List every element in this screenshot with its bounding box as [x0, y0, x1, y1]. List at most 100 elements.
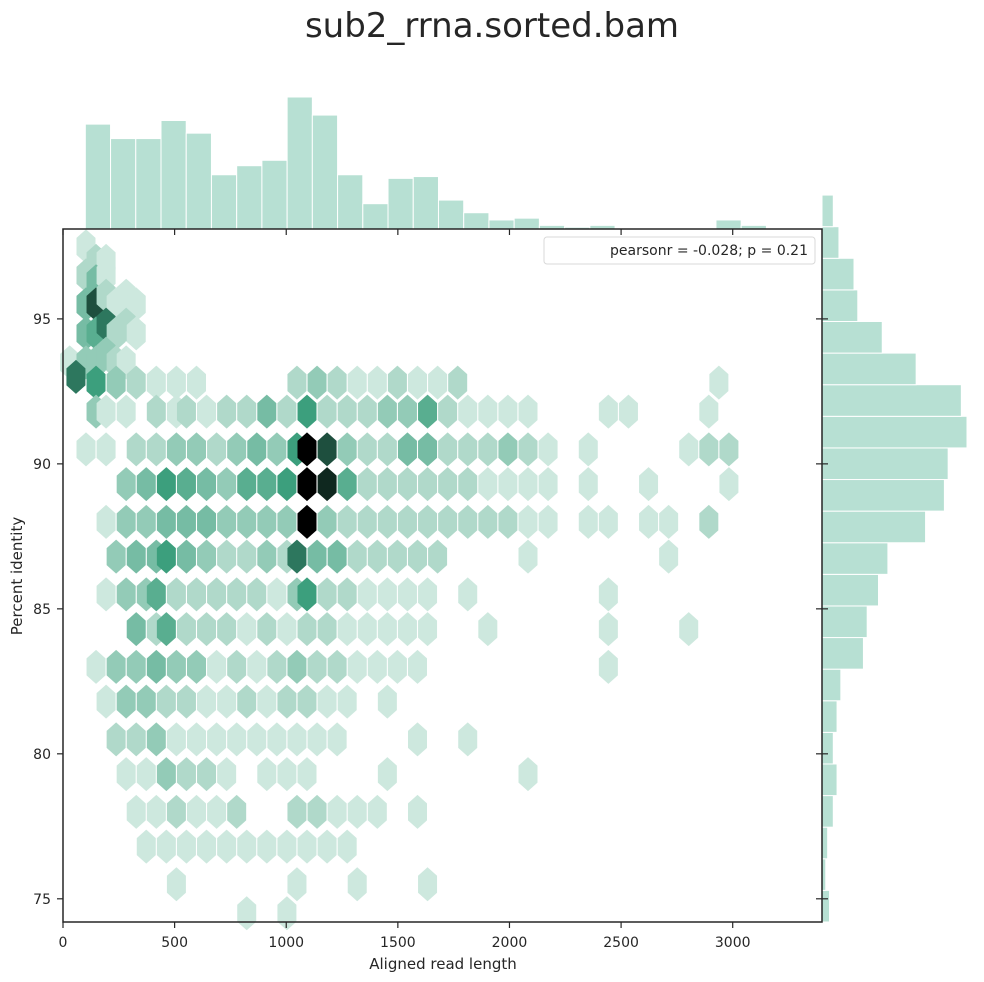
hexbin-cell: [116, 577, 136, 612]
hexbin-cell: [438, 504, 458, 539]
y-tick-label: 95: [33, 312, 51, 328]
hexbin-cell: [166, 649, 186, 684]
hexbin-cell: [337, 684, 357, 719]
hexbin-cell: [518, 432, 538, 467]
hexbin-cell: [227, 722, 247, 757]
hexbin-cell: [197, 539, 217, 574]
y-marginal-histogram: [821, 194, 968, 923]
hexbin-cell: [136, 467, 156, 502]
x-hist-bar: [513, 217, 540, 230]
hexbin-cell: [347, 867, 367, 902]
hexbin-cell: [86, 649, 106, 684]
x-tick-label: 1500: [380, 935, 416, 951]
hexbin-cell: [247, 649, 267, 684]
x-hist-bar: [311, 114, 339, 230]
hexbin-cell: [287, 365, 307, 400]
hexbin-cell: [287, 649, 307, 684]
hexbin-cell: [317, 612, 337, 647]
hexbin-cell: [277, 829, 297, 864]
hexbin-cell: [277, 394, 297, 429]
hexbin-cell: [598, 394, 618, 429]
hexbin-cell: [96, 394, 116, 429]
chart-title: sub2_rrna.sorted.bam: [305, 6, 679, 46]
y-hist-bar: [821, 479, 945, 512]
hexbin-cell: [257, 757, 277, 792]
hexbin-cell: [337, 394, 357, 429]
hexbin-cell: [227, 649, 247, 684]
hexbin-cell: [277, 612, 297, 647]
y-hist-bar: [821, 352, 917, 386]
hexbin-cell: [699, 504, 719, 539]
hexbin-cell: [96, 577, 116, 612]
y-hist-bar: [821, 542, 889, 575]
hexbin-cell: [699, 432, 719, 467]
hexbin-cell: [277, 467, 297, 502]
hexbin-cell: [166, 577, 186, 612]
hexbin-cell: [297, 757, 317, 792]
hexbin-cell: [317, 684, 337, 719]
hexbin-cell: [297, 504, 317, 539]
plot-frame: [62, 228, 823, 923]
hexbin-cell: [428, 365, 448, 400]
hexbin-cell: [136, 504, 156, 539]
hexbin-cell: [458, 504, 478, 539]
hexbin-cell: [598, 649, 618, 684]
hexbin-cell: [397, 577, 417, 612]
hexbin-cell: [116, 504, 136, 539]
hexbin-cell: [327, 794, 347, 829]
hexbin-cell: [197, 684, 217, 719]
hexbin-cell: [126, 794, 146, 829]
y-hist-bar: [821, 573, 879, 607]
hexbin-cell: [679, 612, 699, 647]
hexbin-cell: [407, 365, 427, 400]
y-hist-bar: [821, 826, 829, 860]
hexbin-cell: [598, 577, 618, 612]
hexbin-cell: [166, 867, 186, 902]
hexbin-cell: [257, 829, 277, 864]
y-tick-label: 80: [33, 747, 51, 763]
y-hist-bar: [821, 795, 834, 828]
hexbin-cell: [277, 896, 297, 931]
hexbin-cell: [106, 365, 126, 400]
hexbin-cell: [207, 649, 227, 684]
hexbin-cell: [418, 577, 438, 612]
y-tick-label: 90: [33, 457, 51, 473]
hexbin-cell: [337, 612, 357, 647]
hexbin-cell: [156, 504, 176, 539]
hexbin-cell: [377, 757, 397, 792]
hexbin-cell: [176, 467, 196, 502]
y-hist-bar: [821, 731, 834, 765]
hexbin-cell: [126, 432, 146, 467]
hexbin-cell: [96, 684, 116, 719]
legend-box: [543, 236, 816, 265]
hexbin-cell: [307, 794, 327, 829]
hexbin-cell: [357, 432, 377, 467]
legend[interactable]: pearsonr = -0.028; p = 0.21: [543, 236, 816, 265]
hexbin-cell: [377, 504, 397, 539]
hexbin-cell: [227, 577, 247, 612]
hexbin-cell: [438, 467, 458, 502]
hexbin-cell: [458, 467, 478, 502]
y-hist-bar: [821, 257, 855, 291]
hexbin-cell: [227, 794, 247, 829]
hexbin-cell: [156, 612, 176, 647]
y-hist-bar: [821, 700, 838, 733]
hexbin-cell: [186, 577, 206, 612]
hexbin-cell: [136, 684, 156, 719]
hexbin-cell: [207, 577, 227, 612]
hexbin-layer: [60, 229, 739, 931]
hexbin-cell: [518, 394, 538, 429]
hexbin-cell: [237, 612, 257, 647]
hexbin-cell: [197, 467, 217, 502]
hexbin-cell: [237, 504, 257, 539]
hexbin-cell: [166, 365, 186, 400]
hexbin-cell: [297, 684, 317, 719]
hexbin-cell: [377, 612, 397, 647]
hexbin-cell: [207, 794, 227, 829]
hexbin-cell: [297, 467, 317, 502]
hexbin-cell: [237, 829, 257, 864]
hexbin-cell: [498, 394, 518, 429]
hexbin-cell: [327, 649, 347, 684]
hexbin-cell: [397, 394, 417, 429]
